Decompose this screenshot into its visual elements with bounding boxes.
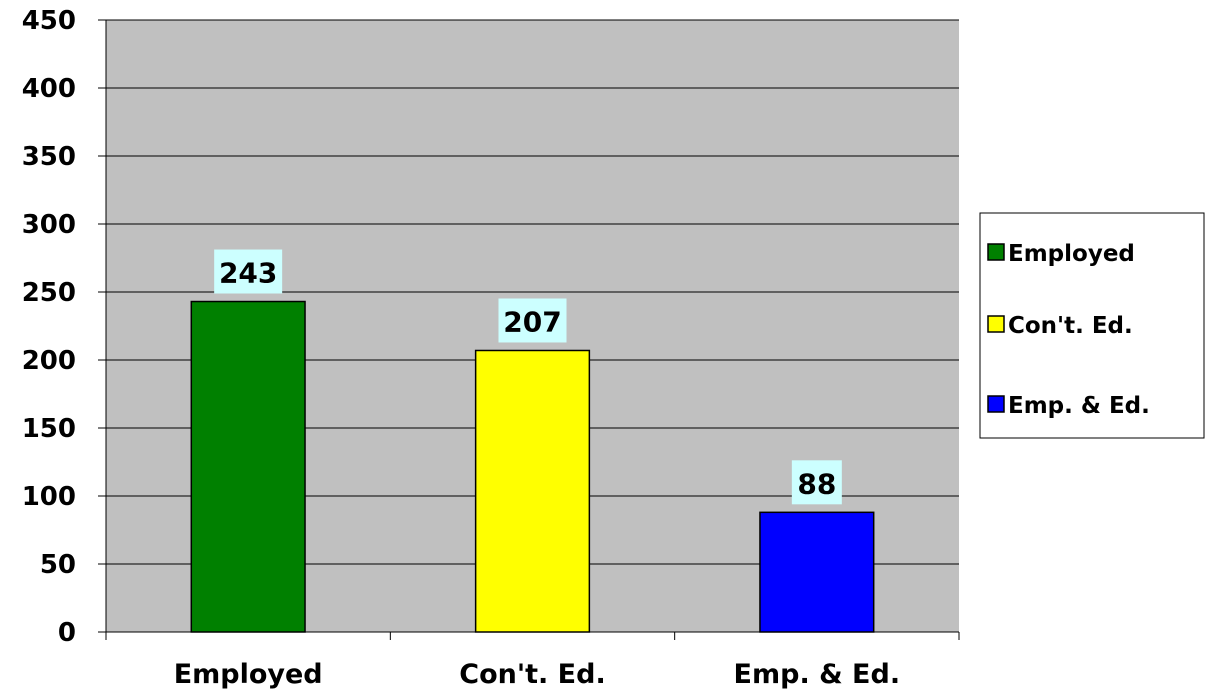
legend-swatch: [987, 243, 1005, 261]
data-label-background: [214, 249, 283, 294]
bar-2: [759, 511, 875, 633]
legend: Employed Con't. Ed. Emp. & Ed.: [979, 212, 1205, 439]
y-tick-label: 150: [22, 414, 76, 444]
data-label-background: [498, 298, 567, 343]
legend-label: Employed: [1008, 241, 1135, 267]
y-tick-label: 300: [22, 210, 76, 240]
x-category-label: Employed: [174, 659, 323, 690]
bar-0: [190, 300, 306, 633]
legend-box: [979, 212, 1205, 439]
bar-1: [474, 349, 591, 633]
legend-label: Emp. & Ed.: [1008, 393, 1150, 419]
y-axis-ticks: 0 50 100 150 200 250 300 350 400 450: [22, 6, 106, 648]
data-label: 207: [503, 305, 561, 338]
y-tick-label: 100: [22, 482, 76, 512]
y-tick-label: 200: [22, 346, 76, 376]
y-tick-label: 50: [40, 550, 76, 580]
data-label: 88: [797, 467, 836, 500]
x-axis-ticks: Employed Con't. Ed. Emp. & Ed.: [105, 632, 960, 690]
legend-label: Con't. Ed.: [1008, 313, 1133, 339]
y-tick-label: 450: [22, 6, 76, 36]
legend-swatch: [987, 395, 1005, 413]
x-category-label: Con't. Ed.: [459, 659, 605, 690]
data-label-background: [791, 460, 842, 505]
data-label: 243: [219, 257, 277, 290]
bars: 243 207 88: [190, 249, 875, 633]
y-tick-label: 400: [22, 74, 76, 104]
legend-swatch: [987, 315, 1005, 333]
y-tick-label: 350: [22, 142, 76, 172]
legend-entries: Employed Con't. Ed. Emp. & Ed.: [987, 241, 1150, 419]
x-category-label: Emp. & Ed.: [734, 659, 901, 690]
y-tick-label: 250: [22, 278, 76, 308]
y-tick-label: 0: [58, 618, 76, 648]
